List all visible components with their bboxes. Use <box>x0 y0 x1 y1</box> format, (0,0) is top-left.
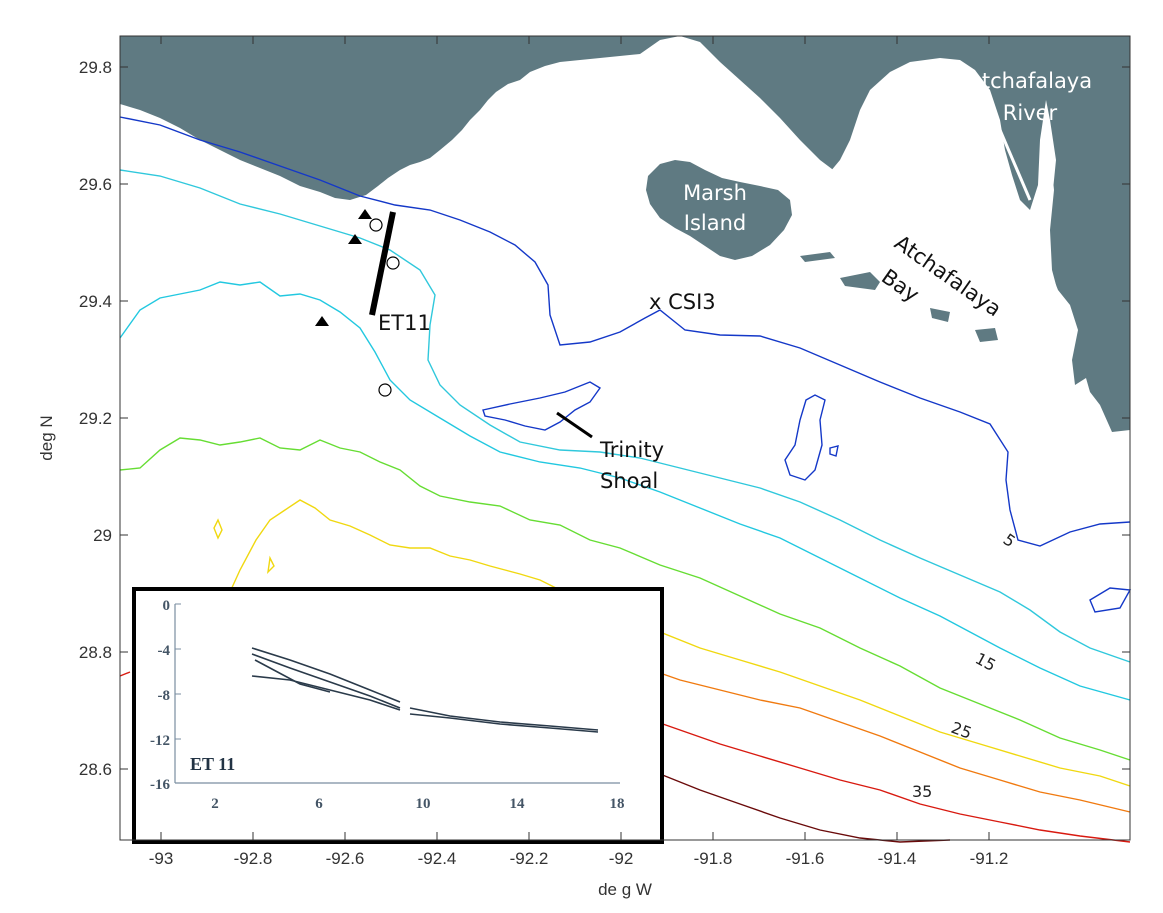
y-tick-label-6: 28.6 <box>79 760 112 779</box>
inset-xtick-3: 14 <box>510 796 526 812</box>
et11-label: ET11 <box>378 311 431 335</box>
inset-profile: 0 -4 -8 -12 -16 2 6 10 14 18 ET 11 <box>132 587 664 844</box>
inset-frame <box>132 587 664 844</box>
marsh-island-label-line2: Island <box>684 211 746 235</box>
inset-profile-lines <box>251 647 599 733</box>
axes-frame <box>119 35 1131 841</box>
contour-yellow-patch <box>213 518 275 574</box>
contour-cyan-15 <box>119 281 1131 701</box>
inset-xtick-4: 18 <box>610 796 625 812</box>
triangle-marker-3 <box>315 316 329 326</box>
y-axis-label: deg N <box>37 415 56 460</box>
trinity-shoal-contour <box>482 381 602 431</box>
inland-water <box>560 36 1072 372</box>
y-tick-marks <box>120 66 1130 770</box>
x-tick-label-4: -92.2 <box>510 849 549 868</box>
land-coast <box>120 36 1130 432</box>
inset-ytick-0: 0 <box>163 598 171 614</box>
et11-transect <box>369 211 396 316</box>
bay-islands <box>800 252 998 342</box>
x-tick-marks <box>160 36 990 840</box>
inset-xtick-0: 2 <box>211 796 219 812</box>
circle-marker-3 <box>378 383 392 397</box>
inset-y-ticks <box>175 603 181 784</box>
contour-cyan-10 <box>119 169 1131 663</box>
inset-xtick-2: 10 <box>416 796 431 812</box>
contour-green-20 <box>119 437 1131 761</box>
river-pointer-line <box>998 129 1032 201</box>
marsh-island <box>646 160 792 260</box>
x-tick-label-3: -92.4 <box>418 849 457 868</box>
triangle-marker-1 <box>358 209 372 219</box>
trinity-shoal-label-line1: Trinity <box>599 438 664 462</box>
river-label-line2: River <box>1003 101 1058 125</box>
contour-blue-near-shore <box>119 116 1131 547</box>
x-axis-label: de g W <box>598 880 652 899</box>
inset-ytick-2: -8 <box>158 688 171 704</box>
depth-contours <box>119 116 1132 843</box>
x-tick-label-8: -91.4 <box>878 849 917 868</box>
inset-ytick-1: -4 <box>158 643 171 659</box>
contour-yellow-25 <box>229 499 1131 787</box>
y-tick-label-0: 29.8 <box>79 58 112 77</box>
x-tick-label-2: -92.6 <box>326 849 365 868</box>
inset-xtick-1: 6 <box>315 796 323 812</box>
y-tick-label-4: 29 <box>93 526 112 545</box>
x-tick-label-9: -91.2 <box>970 849 1009 868</box>
y-tick-label-1: 29.6 <box>79 175 112 194</box>
x-tick-label-6: -91.8 <box>694 849 733 868</box>
x-tick-label-5: -92 <box>609 849 634 868</box>
inset-title: ET 11 <box>190 754 235 774</box>
csi3-label: x CSI3 <box>649 290 716 314</box>
circle-marker-2 <box>386 256 400 270</box>
y-tick-label-3: 29.2 <box>79 409 112 428</box>
y-tick-label-2: 29.4 <box>79 292 112 311</box>
x-tick-label-0: -93 <box>149 849 174 868</box>
contour-orange-30 <box>599 647 1131 813</box>
trinity-shoal-marker-line <box>556 411 593 439</box>
contour-red-35 <box>119 671 1131 843</box>
triangle-marker-2 <box>348 234 362 244</box>
river-label-line1: Atchafalaya <box>968 69 1092 93</box>
x-tick-label-7: -91.6 <box>786 849 825 868</box>
inset-ytick-4: -16 <box>150 777 170 793</box>
circle-marker-1 <box>369 218 383 232</box>
inset-ytick-3: -12 <box>150 733 170 749</box>
y-tick-label-5: 28.8 <box>79 643 112 662</box>
marsh-island-label-line1: Marsh <box>683 181 747 205</box>
trinity-shoal-label-line2: Shoal <box>600 469 658 493</box>
offshore-patch-contour <box>784 394 1132 613</box>
contour-label-35: 35 <box>912 782 932 801</box>
x-tick-label-1: -92.8 <box>234 849 273 868</box>
contour-dark-40 <box>619 759 951 843</box>
